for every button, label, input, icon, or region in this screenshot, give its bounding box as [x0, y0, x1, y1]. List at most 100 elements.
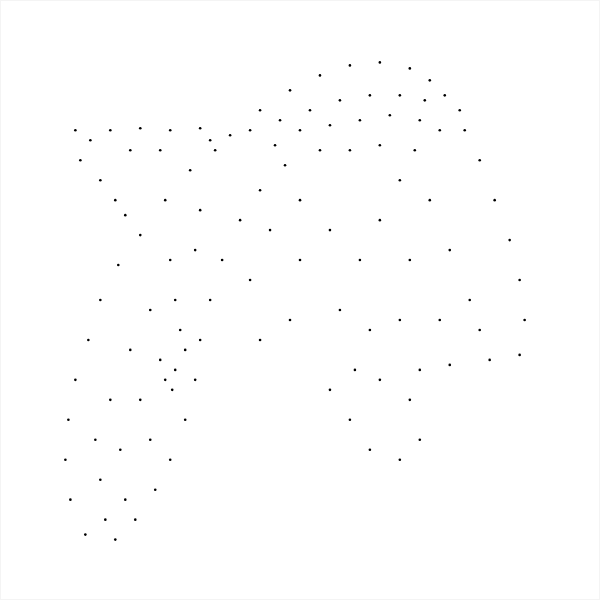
- point: [209, 299, 212, 302]
- point: [159, 359, 162, 362]
- point: [423, 99, 426, 102]
- point: [64, 458, 67, 461]
- point: [74, 379, 77, 382]
- point: [419, 119, 422, 122]
- point: [274, 144, 277, 147]
- point: [349, 419, 352, 422]
- point: [349, 64, 352, 67]
- point: [99, 179, 102, 182]
- point: [174, 299, 177, 302]
- point: [259, 189, 262, 192]
- point: [221, 259, 224, 262]
- point: [409, 67, 412, 70]
- point: [478, 159, 481, 162]
- point: [114, 199, 117, 202]
- point: [169, 259, 172, 262]
- point: [194, 249, 197, 252]
- point: [448, 364, 451, 367]
- point: [174, 369, 177, 372]
- point: [67, 419, 70, 422]
- point: [154, 488, 157, 491]
- point: [124, 214, 127, 217]
- point: [523, 319, 526, 322]
- point: [468, 299, 471, 302]
- point: [184, 419, 187, 422]
- point: [359, 119, 362, 122]
- point: [119, 448, 122, 451]
- point: [79, 159, 82, 162]
- point: [463, 129, 466, 132]
- point: [199, 209, 202, 212]
- point: [448, 249, 451, 252]
- point: [299, 259, 302, 262]
- point: [488, 359, 491, 362]
- point: [69, 498, 72, 501]
- point: [171, 389, 174, 392]
- point: [428, 79, 431, 82]
- point: [409, 399, 412, 402]
- point: [329, 124, 332, 127]
- point: [319, 74, 322, 77]
- point: [309, 109, 312, 112]
- point: [399, 94, 402, 97]
- point: [84, 533, 87, 536]
- point: [149, 438, 152, 441]
- point: [229, 134, 232, 137]
- point: [87, 339, 90, 342]
- point: [409, 259, 412, 262]
- point: [114, 538, 117, 541]
- point: [369, 448, 372, 451]
- point: [139, 127, 142, 130]
- point: [249, 129, 252, 132]
- points: [64, 61, 526, 541]
- point: [389, 114, 392, 117]
- point: [414, 149, 417, 152]
- point: [379, 61, 382, 64]
- point: [379, 219, 382, 222]
- point: [99, 478, 102, 481]
- point: [179, 329, 182, 332]
- point: [339, 99, 342, 102]
- point: [399, 319, 402, 322]
- point: [299, 129, 302, 132]
- point: [369, 329, 372, 332]
- point: [349, 149, 352, 152]
- point: [329, 389, 332, 392]
- point: [134, 518, 137, 521]
- point: [379, 144, 382, 147]
- point: [139, 399, 142, 402]
- point: [339, 309, 342, 312]
- point: [149, 309, 152, 312]
- point: [279, 119, 282, 122]
- point: [189, 169, 192, 172]
- point: [259, 109, 262, 112]
- point: [269, 229, 272, 232]
- point: [129, 349, 132, 352]
- point: [428, 199, 431, 202]
- point: [199, 339, 202, 342]
- point: [124, 498, 127, 501]
- point: [99, 299, 102, 302]
- point: [299, 199, 302, 202]
- point: [399, 179, 402, 182]
- point: [508, 239, 511, 242]
- point: [419, 438, 422, 441]
- point: [518, 354, 521, 357]
- point: [289, 89, 292, 92]
- point: [117, 264, 120, 267]
- point: [164, 379, 167, 382]
- chart: [0, 0, 600, 600]
- point: [209, 139, 212, 142]
- point: [109, 129, 112, 132]
- point: [239, 219, 242, 222]
- point: [379, 379, 382, 382]
- point: [399, 458, 402, 461]
- point: [199, 127, 202, 130]
- point: [289, 319, 292, 322]
- point: [139, 234, 142, 237]
- point: [249, 279, 252, 282]
- point: [284, 164, 287, 167]
- point: [164, 199, 167, 202]
- point: [369, 94, 372, 97]
- point: [354, 369, 357, 372]
